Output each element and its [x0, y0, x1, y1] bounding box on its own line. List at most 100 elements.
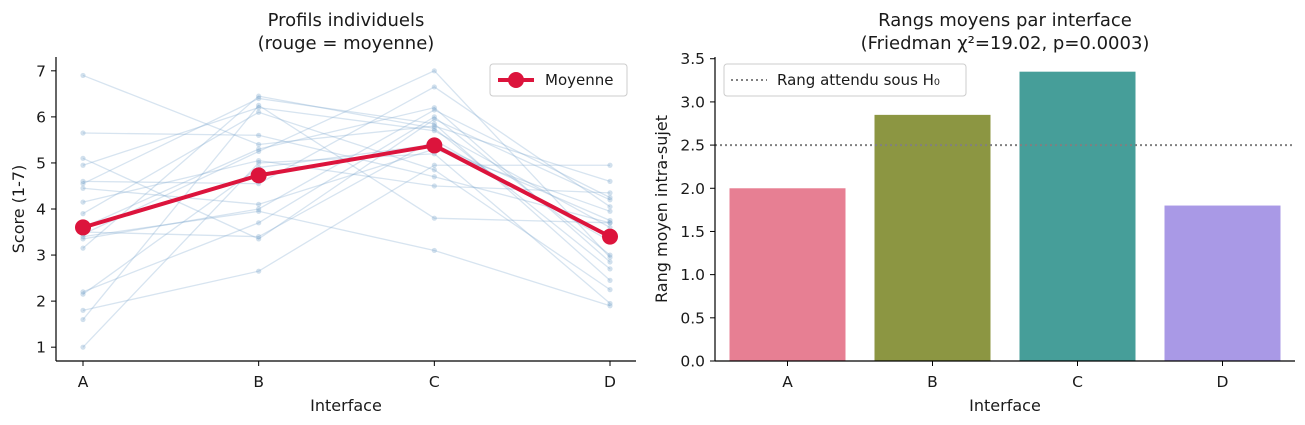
x-tick-label: D — [604, 373, 616, 391]
mean-line — [82, 143, 611, 239]
individual-point — [256, 105, 262, 111]
individual-point — [607, 217, 613, 224]
individual-point — [431, 174, 437, 180]
y-tick-label: 4 — [36, 201, 46, 219]
y-tick-label: 1 — [36, 339, 46, 357]
y-tick-label: 2 — [36, 293, 46, 311]
y-tick-label: 0.5 — [680, 309, 705, 327]
individual-point — [80, 185, 86, 191]
right-chart-subtitle: (Friedman χ²=19.02, p=0.0003) — [861, 33, 1150, 54]
y-tick-label: 1.0 — [680, 266, 705, 284]
y-tick-label: 6 — [36, 108, 46, 126]
individual-line — [82, 148, 611, 212]
individual-point — [80, 178, 86, 184]
x-tick-label: B — [927, 373, 938, 391]
individual-point — [80, 211, 86, 217]
individual-point — [431, 215, 437, 221]
individual-point — [80, 344, 86, 350]
individual-point — [607, 194, 613, 201]
individual-point — [256, 132, 262, 138]
individual-point — [431, 84, 437, 90]
mean-point — [250, 167, 267, 184]
bar-b — [874, 114, 991, 361]
right-x-ticks: A B C D — [782, 361, 1229, 391]
right-x-axis-label: Interface — [969, 396, 1041, 415]
x-tick-label: A — [78, 373, 89, 391]
x-tick-label: A — [782, 373, 793, 391]
bar-a — [729, 188, 846, 361]
individual-point — [607, 303, 613, 309]
y-tick-label: 3.5 — [680, 50, 705, 68]
y-tick-label: 1.5 — [680, 223, 705, 241]
individual-profiles — [80, 68, 613, 350]
individual-point — [607, 204, 613, 210]
individual-point — [431, 128, 437, 134]
left-y-ticks: 1 2 3 4 5 6 7 — [36, 62, 56, 357]
individual-line — [82, 143, 611, 295]
individual-point — [256, 201, 262, 207]
mean-series — [75, 137, 618, 245]
individual-point — [80, 155, 86, 161]
right-legend: Rang attendu sous H₀ — [723, 63, 967, 97]
individual-point — [80, 307, 86, 313]
individual-point — [80, 291, 86, 297]
right-y-ticks: 0.0 0.5 1.0 1.5 2.0 2.5 3.0 3.5 — [680, 50, 715, 371]
left-y-axis-label: Score (1-7) — [9, 165, 28, 254]
individual-point — [607, 252, 613, 258]
individual-point — [431, 247, 437, 254]
individual-line — [82, 116, 611, 293]
y-tick-label: 3 — [36, 247, 46, 265]
individual-line — [82, 70, 611, 258]
individual-point — [607, 287, 613, 293]
individual-point — [256, 268, 262, 274]
individual-line — [82, 104, 611, 320]
x-tick-label: C — [429, 373, 440, 391]
right-chart-title: Rangs moyens par interface — [878, 10, 1132, 31]
individual-point — [431, 116, 437, 122]
individual-line — [82, 111, 611, 291]
individual-point — [256, 208, 262, 214]
individual-line — [82, 210, 611, 307]
individual-point — [256, 146, 262, 152]
rank-bars — [729, 71, 1281, 361]
individual-point — [431, 183, 437, 189]
individual-point — [256, 158, 262, 164]
individual-point — [80, 72, 86, 79]
y-tick-label: 3.0 — [680, 93, 705, 111]
individual-point — [607, 277, 613, 283]
individual-point — [256, 148, 262, 155]
individual-point — [80, 181, 86, 187]
individual-point — [607, 208, 613, 214]
individual-point — [80, 130, 86, 136]
individual-point — [256, 109, 262, 115]
individual-line — [82, 106, 611, 263]
individual-point — [607, 178, 613, 184]
individual-point — [256, 160, 262, 166]
bar-c — [1019, 71, 1136, 361]
individual-point — [431, 68, 437, 74]
individual-line — [82, 86, 611, 208]
individual-point — [431, 114, 437, 120]
mean-point — [426, 137, 443, 154]
left-legend-label: Moyenne — [545, 71, 613, 89]
mean-point — [75, 219, 91, 236]
x-tick-label: D — [1217, 373, 1229, 391]
individual-line — [82, 97, 611, 281]
y-tick-label: 2.0 — [680, 180, 705, 198]
individual-point — [607, 197, 613, 203]
left-x-axis-label: Interface — [310, 396, 382, 415]
y-tick-label: 7 — [36, 62, 46, 80]
individual-point — [80, 199, 86, 205]
individual-point — [431, 123, 437, 129]
individual-point — [256, 102, 262, 108]
individual-point — [431, 107, 437, 113]
individual-point — [607, 220, 613, 226]
y-tick-label: 5 — [36, 154, 46, 172]
right-legend-label: Rang attendu sous H₀ — [777, 71, 940, 89]
individual-point — [256, 141, 262, 148]
left-legend: Moyenne — [489, 63, 628, 97]
left-chart: Profils individuels (rouge = moyenne) 1 2… — [9, 10, 636, 415]
individual-line — [82, 95, 611, 270]
individual-point — [256, 234, 262, 240]
